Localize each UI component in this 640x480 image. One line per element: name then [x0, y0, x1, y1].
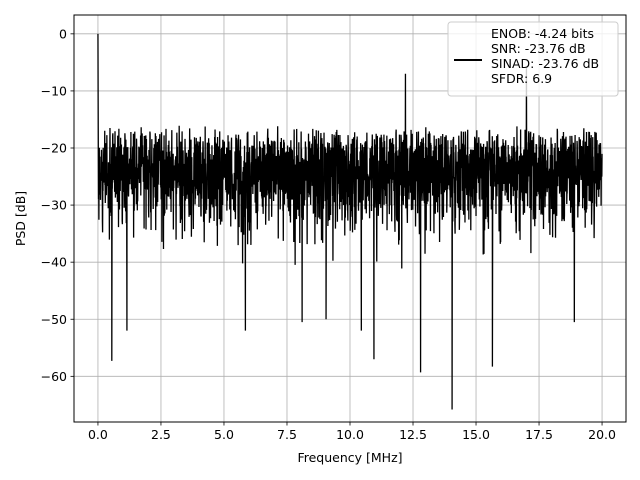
- series-layer: [97, 33, 603, 410]
- x-tick-label: 2.5: [151, 427, 171, 442]
- y-tick-label: −20: [41, 141, 67, 156]
- x-tick-layer: 0.0 2.5 5.0 7.5 10.0 12.5 15.0 17.5 20.0: [88, 422, 616, 442]
- y-tick-label: −40: [41, 255, 67, 270]
- x-tick-label: 15.0: [462, 427, 490, 442]
- y-tick-label: −60: [41, 369, 67, 384]
- y-tick-layer: 0 −10 −20 −30 −40 −50 −60: [41, 26, 74, 384]
- psd-series-line: [97, 33, 603, 410]
- x-tick-label: 12.5: [399, 427, 427, 442]
- legend-entry-text: ENOB: -4.24 bits SNR: -23.76 dB SINAD: -23…: [491, 26, 599, 86]
- x-tick-label: 17.5: [525, 427, 553, 442]
- legend-label: ENOB: -4.24 bits SNR: -23.76 dB SINAD: -23…: [491, 26, 599, 86]
- x-tick-label: 7.5: [277, 427, 297, 442]
- y-tick-label: −10: [41, 83, 67, 98]
- x-tick-label: 10.0: [336, 427, 364, 442]
- x-axis-label: Frequency [MHz]: [297, 450, 402, 465]
- y-axis-label: PSD [dB]: [13, 191, 28, 246]
- x-tick-label: 20.0: [588, 427, 616, 442]
- x-tick-label: 0.0: [88, 427, 108, 442]
- x-tick-label: 5.0: [214, 427, 234, 442]
- y-tick-label: −50: [41, 312, 67, 327]
- legend: ENOB: -4.24 bits SNR: -23.76 dB SINAD: -23…: [447, 21, 619, 97]
- y-tick-label: −30: [41, 198, 67, 213]
- y-tick-label: 0: [59, 26, 67, 41]
- legend-box: [447, 21, 619, 97]
